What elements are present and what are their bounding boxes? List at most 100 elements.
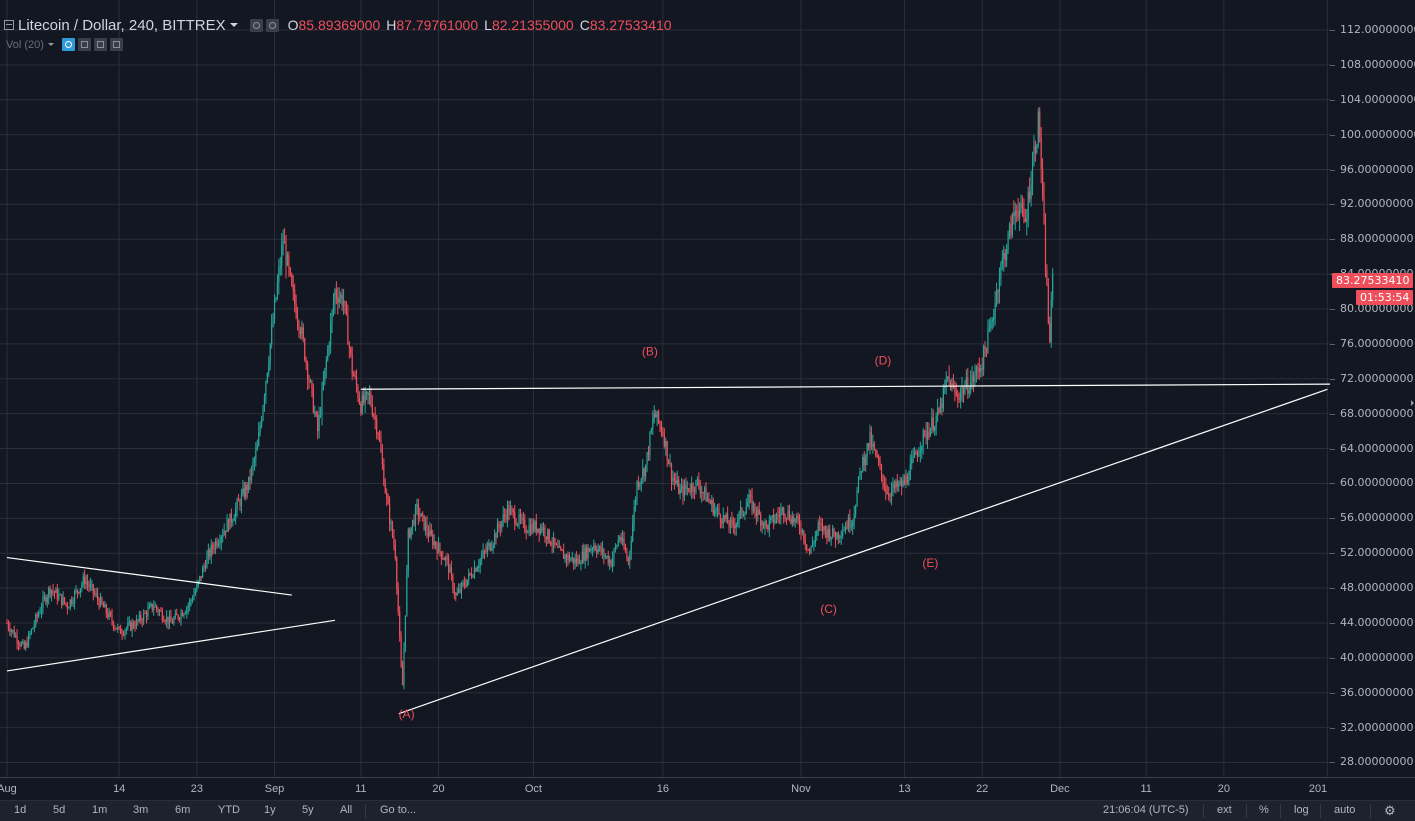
percent-scale-toggle[interactable]: % xyxy=(1259,804,1269,816)
log-scale-toggle[interactable]: log xyxy=(1294,804,1309,816)
price-chart[interactable]: (A) (B) (C) (D) (E) xyxy=(0,0,1330,777)
candle-body xyxy=(860,471,862,473)
candle-body xyxy=(522,518,524,520)
range-1y-button[interactable]: 1y xyxy=(264,804,276,816)
candle-body xyxy=(551,544,553,546)
range-1d-button[interactable]: 1d xyxy=(14,804,27,816)
candle-body xyxy=(118,626,120,628)
candle-body xyxy=(419,516,421,518)
candle-body xyxy=(829,528,831,540)
candle-body xyxy=(504,514,506,516)
candle-body xyxy=(800,528,802,533)
candle-body xyxy=(134,626,136,628)
candle-body xyxy=(636,481,638,500)
candle-body xyxy=(913,451,916,457)
goto-date-button[interactable]: Go to... xyxy=(380,804,417,816)
scroll-right-icon[interactable] xyxy=(1411,400,1414,406)
candle-body xyxy=(798,521,801,529)
candle-body xyxy=(537,528,539,532)
candle-body xyxy=(413,519,415,525)
chevron-down-icon[interactable] xyxy=(229,23,238,27)
settings-icon[interactable] xyxy=(265,18,279,32)
candle-body xyxy=(715,509,717,511)
extended-hours-toggle[interactable]: ext xyxy=(1217,804,1232,816)
candle-body xyxy=(1037,111,1039,145)
toolbar-divider xyxy=(1203,804,1204,818)
candle-body xyxy=(820,524,822,526)
candle-body xyxy=(555,544,558,546)
candle-body xyxy=(981,368,983,370)
candle-body xyxy=(486,546,489,552)
candle-body xyxy=(1044,222,1047,271)
candle-body xyxy=(896,481,898,487)
candle-body xyxy=(232,520,234,523)
candle-body xyxy=(975,367,978,376)
candle-body xyxy=(307,363,309,380)
range-all-button[interactable]: All xyxy=(340,804,353,816)
gear-icon[interactable] xyxy=(77,38,91,51)
candle-body xyxy=(568,554,570,561)
candle-body xyxy=(609,560,611,564)
candle-body xyxy=(912,456,914,459)
close-icon[interactable] xyxy=(109,38,123,51)
candle-body xyxy=(327,348,329,360)
candle-body xyxy=(272,320,274,326)
candle-body xyxy=(527,532,529,534)
auto-scale-toggle[interactable]: auto xyxy=(1334,804,1356,816)
eye-icon[interactable] xyxy=(249,18,263,32)
candle-body xyxy=(62,597,64,605)
chevron-down-icon[interactable] xyxy=(47,43,54,46)
candle-body xyxy=(456,592,458,596)
candle-body xyxy=(1016,211,1018,213)
candle-body xyxy=(317,415,319,431)
range-3m-button[interactable]: 3m xyxy=(133,804,149,816)
candle-body xyxy=(304,338,306,360)
range-5y-button[interactable]: 5y xyxy=(302,804,314,816)
candle-body xyxy=(885,486,887,493)
candle-body xyxy=(239,501,241,507)
collapse-icon[interactable] xyxy=(4,20,14,30)
range-5d-button[interactable]: 5d xyxy=(53,804,66,816)
candle-body xyxy=(324,368,326,382)
candle-body xyxy=(311,380,313,388)
range-ytd-button[interactable]: YTD xyxy=(218,804,240,816)
candle-body xyxy=(298,322,300,331)
candle-body xyxy=(26,642,28,647)
candle-body xyxy=(944,386,946,388)
candle-body xyxy=(939,402,942,413)
candle-body xyxy=(147,608,149,617)
candle-body xyxy=(978,368,980,372)
time-tick-label: 14 xyxy=(113,783,126,795)
candle-body xyxy=(65,602,67,605)
range-6m-button[interactable]: 6m xyxy=(175,804,191,816)
candle-body xyxy=(528,525,530,533)
chart-pane[interactable]: (A) (B) (C) (D) (E) Litecoin / Dollar, 240, … xyxy=(0,0,1331,777)
candle-body xyxy=(968,391,970,394)
candle-body xyxy=(511,508,513,510)
candle-body xyxy=(102,603,104,608)
gear-icon[interactable]: ⚙ xyxy=(1384,803,1396,818)
candle-body xyxy=(777,514,779,516)
timezone-clock[interactable]: 21:06:04 (UTC-5) xyxy=(1103,804,1189,816)
candle-body xyxy=(952,383,955,387)
candle-body xyxy=(750,494,752,497)
candle-body xyxy=(76,589,79,592)
candle-body xyxy=(273,300,276,321)
plus-icon[interactable] xyxy=(93,38,107,51)
candle-body xyxy=(529,525,532,534)
eye-icon[interactable] xyxy=(61,38,75,51)
price-axis[interactable]: 112.00000000 108.00000000 104.00000000 100.… xyxy=(1329,0,1415,777)
time-axis[interactable]: Aug 14 23 Sep 11 20 Oct 16 Nov 13 22 Dec 11 20 201 xyxy=(0,777,1415,801)
volume-indicator-label[interactable]: Vol (20) xyxy=(6,38,44,51)
candle-body xyxy=(737,520,739,524)
symbol-title[interactable]: Litecoin / Dollar, 240, BITTREX xyxy=(18,16,226,34)
candle-body xyxy=(647,452,650,455)
candle-body xyxy=(63,597,66,603)
candle-body xyxy=(137,619,139,621)
candle-body xyxy=(678,479,680,494)
range-1m-button[interactable]: 1m xyxy=(92,804,108,816)
candle-body xyxy=(187,605,189,608)
candle-body xyxy=(548,529,550,543)
consolidation-upper-line xyxy=(6,556,292,596)
candle-body xyxy=(364,392,366,403)
